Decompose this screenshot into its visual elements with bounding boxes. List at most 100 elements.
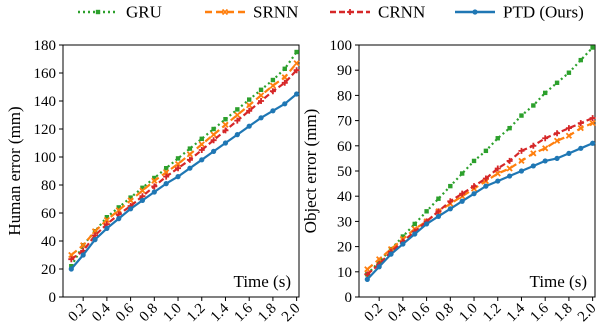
time-annotation: Time (s) bbox=[530, 272, 587, 291]
y-tick-label: 70 bbox=[337, 114, 352, 130]
data-point bbox=[199, 157, 205, 163]
data-point bbox=[222, 140, 229, 146]
data-point bbox=[103, 216, 111, 224]
data-point bbox=[270, 77, 276, 83]
series-line-ptd-ours- bbox=[70, 93, 298, 270]
data-point bbox=[459, 190, 466, 197]
y-tick-label: 90 bbox=[337, 63, 352, 79]
data-point bbox=[187, 146, 193, 151]
data-point bbox=[80, 252, 86, 258]
x-tick-label: 1.2 bbox=[480, 301, 505, 326]
data-point bbox=[222, 127, 229, 134]
data-point bbox=[139, 187, 146, 194]
data-point bbox=[175, 156, 181, 161]
y-tick-label: 40 bbox=[337, 189, 352, 205]
data-point bbox=[246, 107, 253, 114]
data-point bbox=[542, 135, 549, 142]
data-point bbox=[282, 66, 287, 71]
x-tick-label: 1.8 bbox=[551, 301, 576, 326]
data-point bbox=[258, 87, 264, 92]
x-tick-label: 0.8 bbox=[433, 301, 458, 326]
data-point bbox=[211, 126, 216, 132]
data-point bbox=[281, 74, 288, 81]
data-point bbox=[210, 131, 217, 138]
data-point bbox=[530, 163, 536, 169]
data-point bbox=[199, 136, 204, 141]
y-tick-label: 50 bbox=[337, 164, 352, 180]
x-tick-label: 2.0 bbox=[279, 301, 304, 326]
x-tick-label: 1.8 bbox=[255, 301, 280, 326]
data-point bbox=[116, 205, 121, 210]
data-point bbox=[530, 150, 537, 157]
x-tick-label: 0.4 bbox=[89, 300, 114, 325]
data-point bbox=[589, 119, 596, 127]
data-point bbox=[519, 113, 524, 118]
x-tick-label: 1.0 bbox=[160, 301, 185, 326]
data-point bbox=[483, 148, 489, 154]
y-tick-label: 40 bbox=[41, 234, 56, 250]
data-point bbox=[127, 197, 134, 204]
data-point bbox=[115, 207, 122, 214]
time-annotation: Time (s) bbox=[234, 272, 291, 291]
data-point bbox=[235, 107, 240, 112]
data-point bbox=[494, 165, 501, 172]
data-point bbox=[139, 197, 146, 203]
legend-label: CRNN bbox=[378, 3, 425, 22]
data-point bbox=[163, 169, 170, 176]
data-point bbox=[412, 221, 417, 227]
data-point bbox=[459, 198, 465, 204]
data-point bbox=[257, 92, 265, 99]
data-point bbox=[211, 148, 217, 154]
data-point bbox=[246, 102, 253, 109]
data-point bbox=[506, 157, 513, 164]
data-point bbox=[531, 103, 536, 108]
legend-marker bbox=[95, 9, 101, 15]
data-point bbox=[566, 70, 572, 75]
data-point bbox=[590, 140, 596, 146]
data-point bbox=[553, 137, 561, 144]
data-point bbox=[68, 266, 74, 272]
data-point bbox=[234, 132, 240, 138]
data-point bbox=[577, 125, 584, 132]
data-point bbox=[223, 117, 228, 122]
data-point bbox=[128, 195, 133, 200]
series-line-srnn bbox=[366, 122, 594, 271]
data-point bbox=[281, 79, 288, 86]
data-point bbox=[565, 125, 572, 132]
data-point bbox=[364, 271, 371, 278]
data-point bbox=[163, 173, 170, 180]
y-tick-label: 80 bbox=[41, 178, 56, 194]
data-point bbox=[69, 264, 74, 269]
object-error-chart: 0 10 20 30 40 50 60 70 80 90 100 0.2 0.4 0.6 0.8 1.0 1.2… bbox=[301, 38, 597, 325]
y-tick-label: 10 bbox=[337, 265, 352, 281]
series-line-crnn bbox=[70, 69, 298, 261]
x-tick-label: 1.4 bbox=[208, 300, 233, 325]
series-line-gru bbox=[70, 51, 298, 267]
x-tick-label: 1.6 bbox=[231, 300, 256, 325]
y-tick-label: 100 bbox=[34, 150, 57, 166]
data-point bbox=[483, 183, 489, 189]
y-axis-label: Human error (mm) bbox=[5, 106, 24, 235]
data-point bbox=[234, 117, 241, 124]
y-tick-label: 120 bbox=[34, 122, 57, 138]
data-point bbox=[186, 151, 194, 158]
data-point bbox=[163, 166, 169, 171]
data-point bbox=[447, 206, 453, 212]
data-point bbox=[423, 221, 430, 227]
data-point bbox=[174, 160, 182, 168]
data-point bbox=[518, 147, 525, 154]
data-point bbox=[151, 177, 158, 184]
data-point bbox=[210, 137, 217, 144]
data-point bbox=[554, 130, 561, 137]
data-point bbox=[471, 158, 477, 164]
data-point bbox=[140, 185, 145, 190]
y-tick-label: 60 bbox=[41, 206, 56, 222]
data-point bbox=[163, 181, 169, 187]
data-point bbox=[175, 174, 181, 180]
x-tick-label: 0.6 bbox=[113, 300, 138, 325]
data-point bbox=[495, 136, 500, 141]
data-point bbox=[494, 170, 501, 177]
data-point bbox=[293, 67, 300, 74]
y-tick-label: 20 bbox=[41, 262, 56, 278]
